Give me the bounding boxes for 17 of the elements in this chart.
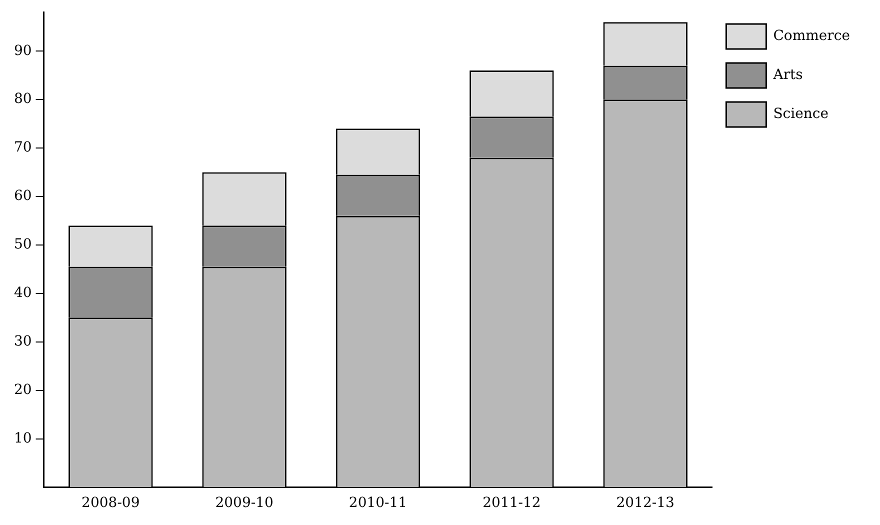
y-tick-label: 20 [14,382,32,398]
x-tick-label: 2011-12 [482,495,541,512]
legend-label: Commerce [773,28,850,44]
legend-label: Science [773,106,829,122]
y-tick-label: 10 [14,430,32,446]
legend-label: Arts [772,67,803,84]
y-tick-label: 80 [14,91,32,108]
y-tick-label: 30 [14,333,32,350]
x-tick-label: 2008-09 [82,495,140,512]
y-tick-label: 90 [14,42,32,59]
x-tick-label: 2010-11 [348,495,408,512]
x-tick-label: 2009-10 [215,495,274,512]
y-tick-label: 50 [14,236,32,253]
y-tick-label: 40 [14,285,32,302]
x-tick-label: 2012-13 [616,495,674,512]
y-tick-label: 70 [14,140,32,156]
y-tick-label: 60 [14,188,32,204]
